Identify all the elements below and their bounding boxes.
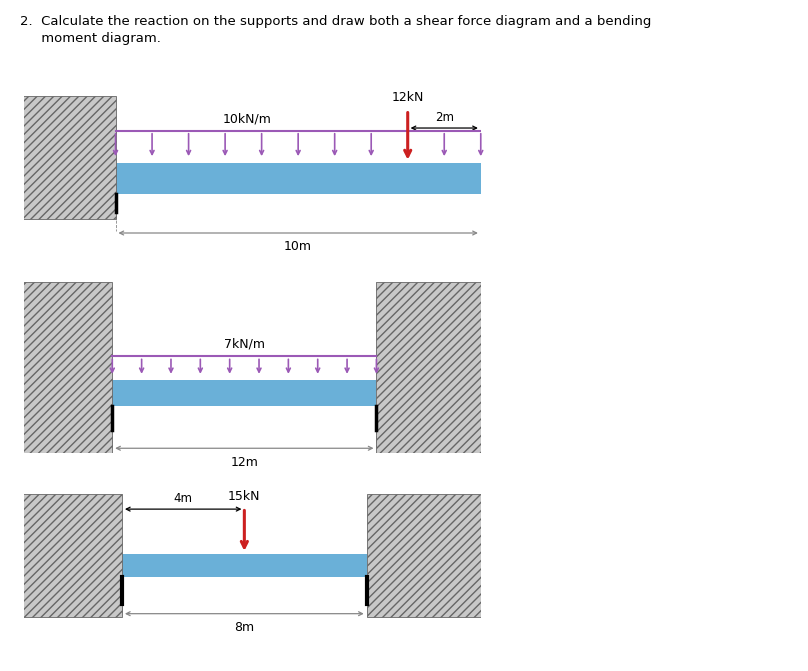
Text: 7kN/m: 7kN/m [224, 338, 265, 351]
Bar [367, 494, 481, 617]
Text: moment diagram.: moment diagram. [20, 32, 161, 45]
Bar [377, 282, 497, 453]
Bar [112, 380, 377, 406]
Text: 15kN: 15kN [228, 490, 261, 503]
Text: 12m: 12m [230, 456, 259, 469]
Text: 4m: 4m [174, 493, 192, 505]
Text: 10m: 10m [284, 240, 312, 253]
Bar [8, 282, 112, 453]
Text: 12kN: 12kN [392, 91, 424, 105]
Bar [2, 96, 116, 219]
Text: 2.  Calculate the reaction on the supports and draw both a shear force diagram a: 2. Calculate the reaction on the support… [20, 15, 651, 28]
Text: 8m: 8m [234, 621, 255, 634]
Bar [8, 494, 122, 617]
Bar [122, 554, 367, 577]
Text: 10kN/m: 10kN/m [222, 113, 271, 125]
Bar [116, 162, 481, 195]
Text: 2m: 2m [435, 111, 454, 124]
